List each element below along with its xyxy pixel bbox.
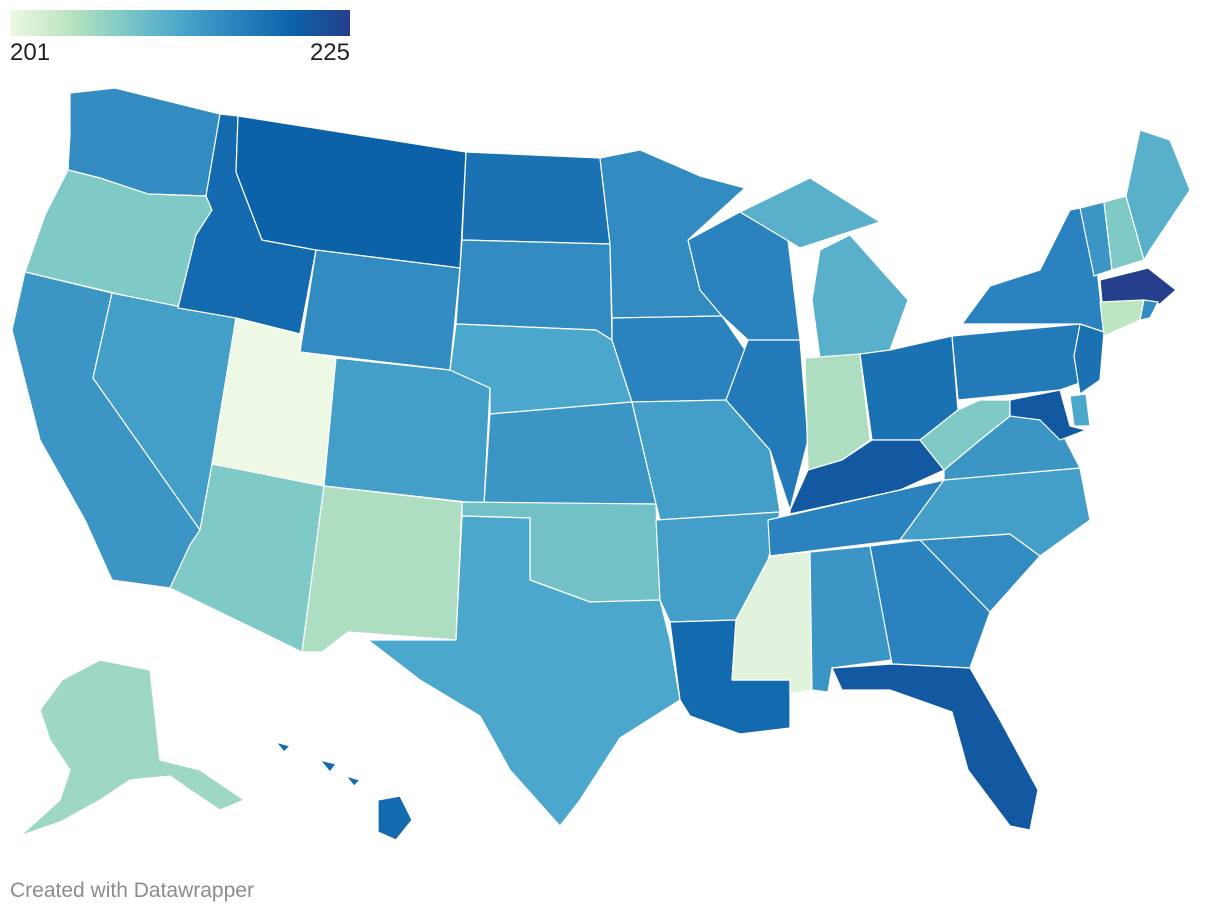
- state-MA[interactable]: [1099, 267, 1177, 305]
- state-MD[interactable]: [1009, 389, 1087, 441]
- state-NM[interactable]: [301, 485, 463, 653]
- state-TX[interactable]: [367, 515, 681, 827]
- state-AK[interactable]: [19, 659, 245, 837]
- state-GA[interactable]: [869, 539, 991, 669]
- legend-max-label: 225: [309, 39, 350, 66]
- state-NJ[interactable]: [1073, 323, 1105, 395]
- state-DE[interactable]: [1069, 393, 1091, 427]
- state-IA[interactable]: [611, 315, 749, 403]
- state-CT[interactable]: [1099, 299, 1145, 337]
- state-NY[interactable]: [961, 205, 1105, 333]
- legend-gradient-bar: [10, 10, 350, 36]
- legend: 201 225: [10, 10, 350, 66]
- state-RI[interactable]: [1139, 299, 1159, 321]
- state-FL[interactable]: [831, 663, 1039, 831]
- legend-min-label: 201: [10, 39, 51, 66]
- datawrapper-credit: Created with Datawrapper: [10, 879, 254, 902]
- state-WY[interactable]: [299, 249, 461, 371]
- state-ND[interactable]: [461, 151, 611, 245]
- state-CO[interactable]: [323, 357, 491, 505]
- state-ME[interactable]: [1125, 129, 1191, 261]
- state-HI[interactable]: [275, 741, 413, 841]
- state-PA[interactable]: [951, 323, 1089, 401]
- state-KS[interactable]: [483, 401, 657, 505]
